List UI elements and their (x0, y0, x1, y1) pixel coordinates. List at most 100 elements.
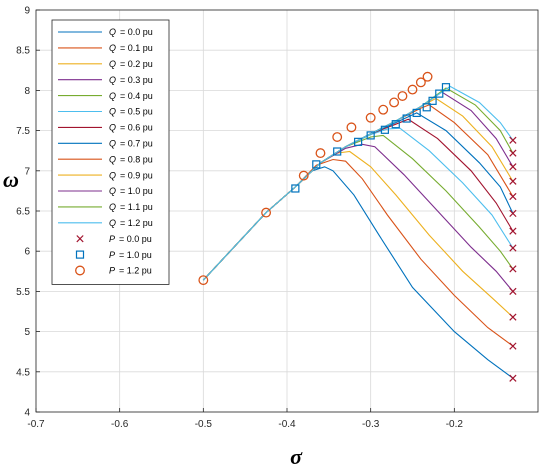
legend-value: = 1.2 pu (120, 218, 153, 228)
legend-label: Q = 1.0 pu (109, 186, 153, 196)
legend-var: Q (109, 123, 116, 133)
marker-point (509, 287, 517, 296)
marker-point (422, 71, 433, 82)
legend-label: Q = 1.2 pu (109, 218, 153, 228)
y-tick-label: 5 (24, 327, 30, 338)
legend-value: = 1.0 pu (119, 250, 152, 260)
legend-value: = 0.3 pu (120, 75, 153, 85)
legend-value: = 0.1 pu (120, 43, 153, 53)
legend-label: Q = 0.6 pu (109, 123, 153, 133)
marker-point (509, 149, 517, 157)
marker-point (509, 192, 517, 201)
marker-point (509, 374, 517, 382)
marker-point (365, 112, 376, 123)
legend-var: Q (109, 154, 116, 164)
marker-point (298, 170, 309, 181)
y-axis-label: ω (3, 167, 19, 192)
legend-value: = 0.4 pu (120, 91, 153, 101)
marker-point (378, 104, 389, 115)
legend-var: Q (109, 75, 116, 85)
marker-point (346, 122, 357, 133)
legend: Q = 0.0 puQ = 0.1 puQ = 0.2 puQ = 0.3 puQ = 0… (51, 19, 170, 285)
plot-area (198, 71, 517, 382)
y-tick-label: 7 (24, 166, 30, 177)
legend-value: = 0.6 pu (120, 123, 153, 133)
marker-point (402, 114, 411, 123)
legend-label: P = 1.0 pu (109, 250, 152, 260)
legend-label: Q = 0.8 pu (109, 154, 153, 164)
legend-value: = 1.0 pu (120, 186, 153, 196)
x-axis-label: σ (290, 444, 303, 468)
legend-var: Q (109, 170, 116, 180)
y-tick-label: 9 (24, 6, 30, 17)
marker-point (407, 84, 418, 95)
legend-label: P = 0.0 pu (109, 234, 152, 244)
marker-point (415, 77, 426, 88)
legend-var: Q (109, 59, 116, 69)
marker-point (333, 147, 342, 156)
marker-point (509, 227, 517, 235)
legend-label: Q = 1.1 pu (109, 202, 153, 212)
marker-point (509, 342, 517, 350)
legend-value: = 1.2 pu (119, 266, 152, 276)
x-tick-label: -0.6 (111, 419, 129, 430)
x-tick-label: -0.5 (195, 419, 213, 430)
marker-point (509, 313, 517, 321)
grid (35, 9, 538, 413)
marker-point (312, 160, 321, 169)
legend-var: Q (109, 91, 116, 101)
legend-var: Q (109, 186, 116, 196)
y-tick-label: 4 (24, 408, 30, 419)
marker-point (441, 83, 451, 92)
marker-point (422, 103, 431, 112)
legend-marker (75, 250, 85, 259)
legend-var: Q (109, 218, 116, 228)
marker-point (397, 91, 408, 101)
marker-point (315, 148, 326, 159)
marker-point (380, 125, 389, 134)
y-tick-label: 6.5 (16, 207, 30, 218)
marker-point (435, 89, 444, 98)
marker-point (332, 132, 343, 142)
marker-point (428, 96, 437, 105)
marker-point (412, 108, 421, 118)
marker-point (509, 209, 517, 218)
marker-point (509, 244, 517, 252)
legend-label: Q = 0.2 pu (109, 59, 153, 69)
y-tick-label: 5.5 (16, 287, 30, 298)
legend-label: Q = 0.7 pu (109, 139, 153, 149)
marker-point (509, 136, 517, 144)
x-tick-label: -0.7 (27, 419, 45, 430)
legend-value: = 0.5 pu (120, 107, 153, 117)
marker-point (509, 163, 517, 171)
legend-value: = 1.1 pu (120, 202, 153, 212)
series-line (202, 85, 514, 281)
ticks: -0.7 -0.6 -0.5 -0.4 -0.3 -0.2 4 4.5 5 5.5 6 6.5 7 7.5… (16, 6, 463, 431)
legend-var: P (109, 266, 115, 276)
legend-value: = 0.2 pu (120, 59, 153, 69)
y-tick-label: 4.5 (16, 367, 30, 378)
legend-marker (75, 265, 85, 276)
legend-value: = 0.7 pu (120, 139, 153, 149)
x-tick-label: -0.3 (362, 419, 380, 430)
legend-value: = 0.0 pu (119, 234, 152, 244)
legend-var: P (109, 234, 115, 244)
legend-label: Q = 0.4 pu (109, 91, 153, 101)
marker-point (366, 131, 375, 140)
x-tick-label: -0.2 (446, 419, 464, 430)
legend-var: Q (109, 43, 116, 53)
legend-label: Q = 0.3 pu (109, 75, 153, 85)
legend-var: Q (109, 202, 116, 212)
marker-point (509, 265, 517, 273)
marker-point (354, 137, 363, 146)
legend-var: Q (109, 27, 116, 37)
legend-value: = 0.8 pu (120, 154, 153, 164)
legend-value: = 0.0 pu (120, 27, 153, 37)
legend-value: = 0.9 pu (120, 170, 153, 180)
y-tick-label: 6 (24, 247, 30, 258)
marker-point (389, 97, 400, 108)
legend-var: Q (109, 139, 116, 149)
legend-label: Q = 0.5 pu (109, 107, 153, 117)
marker-point (509, 177, 517, 185)
legend-marker (76, 235, 84, 243)
